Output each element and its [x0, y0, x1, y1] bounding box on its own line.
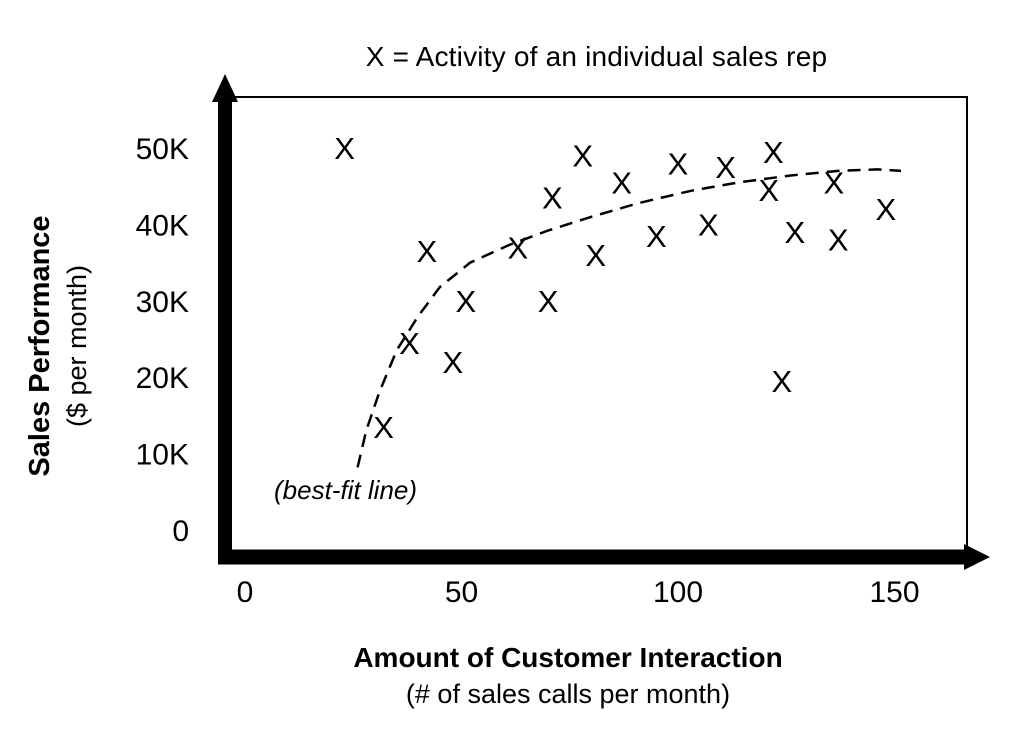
best-fit-dashed-path — [356, 168, 902, 468]
scatter-marker-x-icon: X — [875, 192, 896, 227]
chart-title: X = Activity of an individual sales rep — [365, 41, 828, 72]
scatter-marker-x-icon: X — [417, 234, 438, 269]
scatter-marker-x-icon: X — [715, 150, 736, 185]
scatter-marker-x-icon: X — [334, 131, 355, 166]
scatter-marker-x-icon: X — [572, 139, 593, 174]
scatter-marker-x-icon: X — [585, 238, 606, 273]
best-fit-curve — [356, 168, 902, 468]
scatter-marker-x-icon: X — [759, 173, 780, 208]
y-tick-label: 10K — [136, 439, 189, 472]
x-axis-title-main: Amount of Customer Interaction — [353, 642, 783, 673]
scatter-marker-x-icon: X — [442, 345, 463, 380]
scatter-marker-x-icon: X — [772, 364, 793, 399]
scatter-marker-x-icon: X — [646, 219, 667, 254]
scatter-marker-x-icon: X — [538, 284, 559, 319]
x-tick-label: 0 — [237, 576, 254, 609]
scatter-marker-x-icon: X — [507, 230, 528, 265]
y-tick-label: 50K — [136, 133, 189, 166]
y-tick-label: 30K — [136, 286, 189, 319]
x-axis-tick-labels: 0 50 100 150 — [237, 576, 920, 609]
x-tick-label: 100 — [653, 576, 703, 609]
x-axis-title-sub: (# of sales calls per month) — [405, 679, 731, 709]
scatter-marker-x-icon: X — [542, 181, 563, 216]
scatter-marker-x-icon: X — [373, 410, 394, 445]
y-tick-label: 0 — [172, 515, 189, 548]
x-tick-label: 150 — [869, 576, 919, 609]
x-axis-title: Amount of Customer Interaction (# of sal… — [308, 640, 828, 712]
y-tick-label: 40K — [136, 209, 189, 242]
scatter-marker-x-icon: X — [611, 165, 632, 200]
scatter-marker-x-icon: X — [668, 146, 689, 181]
plot-border — [231, 96, 968, 556]
scatter-marker-x-icon: X — [455, 284, 476, 319]
x-axis-arrowhead-icon — [964, 544, 990, 570]
scatter-marker-x-icon: X — [399, 326, 420, 361]
x-tick-label: 50 — [445, 576, 478, 609]
scatter-marker-x-icon: X — [824, 165, 845, 200]
y-tick-label: 20K — [136, 362, 189, 395]
scatter-marker-x-icon: X — [828, 223, 849, 258]
scatter-marker-x-icon: X — [698, 207, 719, 242]
scatter-marker-x-icon: X — [785, 215, 806, 250]
y-axis-arrowhead-icon — [212, 74, 238, 102]
best-fit-line-label: (best-fit line) — [274, 475, 418, 505]
y-axis-tick-labels: 50K 40K 30K 20K 10K 0 — [136, 133, 189, 548]
scatter-marker-x-icon: X — [763, 135, 784, 170]
